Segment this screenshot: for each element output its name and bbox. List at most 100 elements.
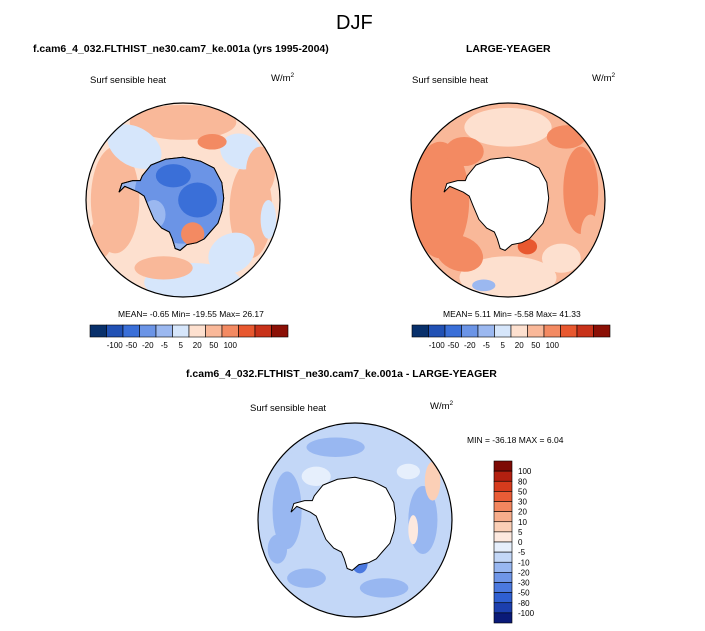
map1-boundary xyxy=(85,102,281,298)
map2-field-cell xyxy=(435,234,484,272)
map3-field-cell xyxy=(424,461,441,501)
colorbar3-swatch xyxy=(493,551,513,563)
map3-field xyxy=(258,423,452,617)
map2-field-cell xyxy=(580,214,601,254)
map3-boundary xyxy=(257,422,453,618)
colorbar3-swatch xyxy=(493,521,513,533)
map1-field-cell xyxy=(260,200,277,239)
colorbar1-swatch xyxy=(221,324,239,338)
panel3-units-exp: 2 xyxy=(449,400,454,407)
colorbar2-swatch xyxy=(411,324,429,338)
colorbar1-tick-label: 100 xyxy=(224,341,238,350)
panel1-min-label: Min= xyxy=(171,309,191,319)
colorbar3-swatch xyxy=(493,592,513,604)
colorbar3-swatch xyxy=(493,612,513,624)
colorbar2-swatch xyxy=(477,324,495,338)
colorbar1-swatch xyxy=(254,324,272,338)
panel3-max-value: 6.04 xyxy=(546,435,564,445)
colorbar3-swatch xyxy=(493,541,513,553)
map3-field-cell xyxy=(267,534,288,564)
map2-field xyxy=(411,103,605,297)
colorbar2-swatch xyxy=(444,324,462,338)
panel1-units: W/m2 xyxy=(271,72,294,84)
map3-antarctica-coastline xyxy=(290,476,397,571)
colorbar3-swatch xyxy=(493,491,513,502)
map1-field-cell xyxy=(129,104,237,140)
map2-field-cell xyxy=(546,125,586,149)
map1-land-cell xyxy=(155,164,191,188)
colorbar2-tick-label: 50 xyxy=(531,341,540,350)
colorbar3-tick-label: 50 xyxy=(518,487,527,496)
colorbar3-tick-label: 80 xyxy=(518,477,527,486)
panel1-max-label: Max= xyxy=(219,309,241,319)
colorbar1-tick-label: -50 xyxy=(125,341,137,350)
colorbar3-tick-label: 5 xyxy=(518,528,523,537)
colorbar1-tick-label: -100 xyxy=(107,341,124,350)
map2-field-cell xyxy=(444,136,484,167)
panel1-stats: MEAN= -0.65 Min= -19.55 Max= 26.17 xyxy=(118,309,264,319)
colorbar1-tick-label: 5 xyxy=(179,341,184,350)
panel3-min-label: MIN = xyxy=(467,435,490,445)
colorbar1-tick-label: 20 xyxy=(193,341,202,350)
colorbar2-swatch xyxy=(494,324,512,338)
map1-field-cell xyxy=(107,124,162,169)
panel1-units-exp: 2 xyxy=(290,72,295,79)
colorbar3-swatch xyxy=(493,582,513,593)
map1-land-cell xyxy=(181,222,205,246)
panel1-units-base: W/m xyxy=(271,73,291,85)
colorbar3-swatch xyxy=(493,501,513,512)
colorbar1-swatch xyxy=(106,324,124,338)
colorbar3-tick-label: -5 xyxy=(518,548,526,557)
panel2-units-exp: 2 xyxy=(611,72,616,79)
colorbar2-tick-label: -5 xyxy=(483,341,491,350)
map1-coast-line xyxy=(118,156,225,251)
colorbar2-tick-label: 20 xyxy=(515,341,524,350)
map3-field-cell xyxy=(287,568,326,588)
colorbar3-swatch xyxy=(493,561,513,573)
map2-field-cell xyxy=(541,243,581,273)
colorbar3-tick-label: -30 xyxy=(518,579,530,588)
panel1-left-title: f.cam6_4_032.FLTHIST_ne30.cam7_ke.001a (… xyxy=(33,43,329,55)
colorbar2-swatch xyxy=(428,324,446,338)
map2-field-cell xyxy=(411,141,470,259)
map3-field-cell xyxy=(396,463,420,480)
colorbar1-swatch xyxy=(139,324,157,338)
panel3-max-label: MAX = xyxy=(518,435,545,445)
figure-title: DJF xyxy=(336,12,373,34)
colorbar3-tick-label: 0 xyxy=(518,538,523,547)
colorbar1-swatch xyxy=(155,324,173,338)
colorbar3-tick-label: -80 xyxy=(518,599,530,608)
panel2-max-label: Max= xyxy=(536,309,558,319)
colorbar3-tick-label: 20 xyxy=(518,508,527,517)
panel3-units: W/m2 xyxy=(430,400,453,412)
map3-field-cell xyxy=(301,466,331,487)
colorbar3-tick-label: -20 xyxy=(518,568,530,577)
colorbar3-tick-label: 30 xyxy=(518,498,527,507)
map1-field-cell xyxy=(134,256,193,280)
colorbar1-swatch xyxy=(122,324,140,338)
panel3-units-base: W/m xyxy=(430,401,450,413)
map1-field-cell xyxy=(88,219,113,259)
colorbar2-swatch xyxy=(527,324,545,338)
map2-field-cell xyxy=(563,146,599,234)
colorbar3-tick-label: -50 xyxy=(518,589,530,598)
panel2-min-value: -5.58 xyxy=(514,309,534,319)
colorbar2-tick-label: -100 xyxy=(429,341,446,350)
colorbar2-swatch xyxy=(461,324,479,338)
colorbar2-swatch xyxy=(593,324,611,338)
map3-field-cell xyxy=(359,578,409,598)
map1-field-cell xyxy=(208,232,255,275)
map1-land-cell xyxy=(178,182,217,218)
colorbar3-swatch xyxy=(493,511,513,523)
colorbar1-tick-label: -5 xyxy=(161,341,169,350)
map2-field-cell xyxy=(464,107,552,147)
panel2-stats: MEAN= 5.11 Min= -5.58 Max= 41.33 xyxy=(443,309,581,319)
colorbar2-tick-label: -50 xyxy=(447,341,459,350)
panel2-mean-label: MEAN= xyxy=(443,309,473,319)
panel1-mean-label: MEAN= xyxy=(118,309,148,319)
colorbar2: -100 -50 -20 -5 5 20 50 100 xyxy=(411,324,611,350)
colorbar1-swatch xyxy=(172,324,190,338)
colorbar3-swatch xyxy=(493,531,513,543)
